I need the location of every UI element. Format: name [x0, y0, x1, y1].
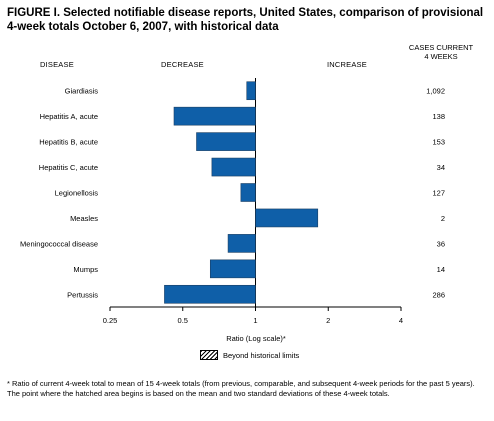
- x-tick-label: 1: [253, 316, 257, 325]
- bar: [164, 284, 256, 304]
- increase-header: INCREASE: [327, 60, 367, 69]
- x-tick-label: 2: [326, 316, 330, 325]
- category-label: Meningococcal disease: [20, 239, 98, 248]
- case-count: 153: [432, 138, 445, 147]
- case-count: 2: [441, 214, 445, 223]
- cases-current-header: CASES CURRENT 4 WEEKS: [396, 43, 486, 61]
- case-count: 34: [437, 163, 445, 172]
- cases-current-header-line1: CASES CURRENT: [408, 43, 474, 52]
- case-count: 1,092: [426, 87, 445, 96]
- category-label: Measles: [70, 214, 98, 223]
- category-label: Giardiasis: [65, 87, 99, 96]
- hatched-legend-swatch: [200, 350, 218, 360]
- figure-title: FIGURE I. Selected notifiable disease re…: [7, 7, 484, 33]
- bar: [240, 183, 256, 202]
- legend: Beyond historical limits: [200, 350, 299, 360]
- disease-column-header: DISEASE: [40, 60, 74, 69]
- bar: [173, 106, 256, 126]
- category-label: Hepatitis C, acute: [39, 163, 98, 172]
- case-count: 286: [432, 290, 445, 299]
- category-label: Mumps: [73, 265, 98, 274]
- cases-current-header-line2: 4 WEEKS: [424, 52, 458, 61]
- x-tick-label: 4: [399, 316, 403, 325]
- bar: [209, 259, 256, 279]
- bar: [255, 208, 319, 228]
- category-label: Pertussis: [67, 290, 98, 299]
- category-label: Hepatitis B, acute: [39, 138, 98, 147]
- case-count: 127: [432, 189, 445, 198]
- bar: [211, 157, 256, 177]
- category-label: Legionellosis: [55, 189, 99, 198]
- decrease-header: DECREASE: [161, 60, 204, 69]
- x-axis-title: Ratio (Log scale)*: [226, 334, 286, 343]
- case-count: 36: [437, 239, 445, 248]
- x-tick-label: 0.25: [103, 316, 118, 325]
- case-count: 138: [432, 112, 445, 121]
- footnote: * Ratio of current 4-week total to mean …: [7, 379, 475, 398]
- x-tick-label: 0.5: [178, 316, 188, 325]
- bar: [196, 132, 256, 151]
- case-count: 14: [437, 265, 445, 274]
- legend-label: Beyond historical limits: [223, 350, 300, 360]
- bar: [246, 81, 256, 101]
- bar: [227, 234, 256, 253]
- category-label: Hepatitis A, acute: [40, 112, 98, 121]
